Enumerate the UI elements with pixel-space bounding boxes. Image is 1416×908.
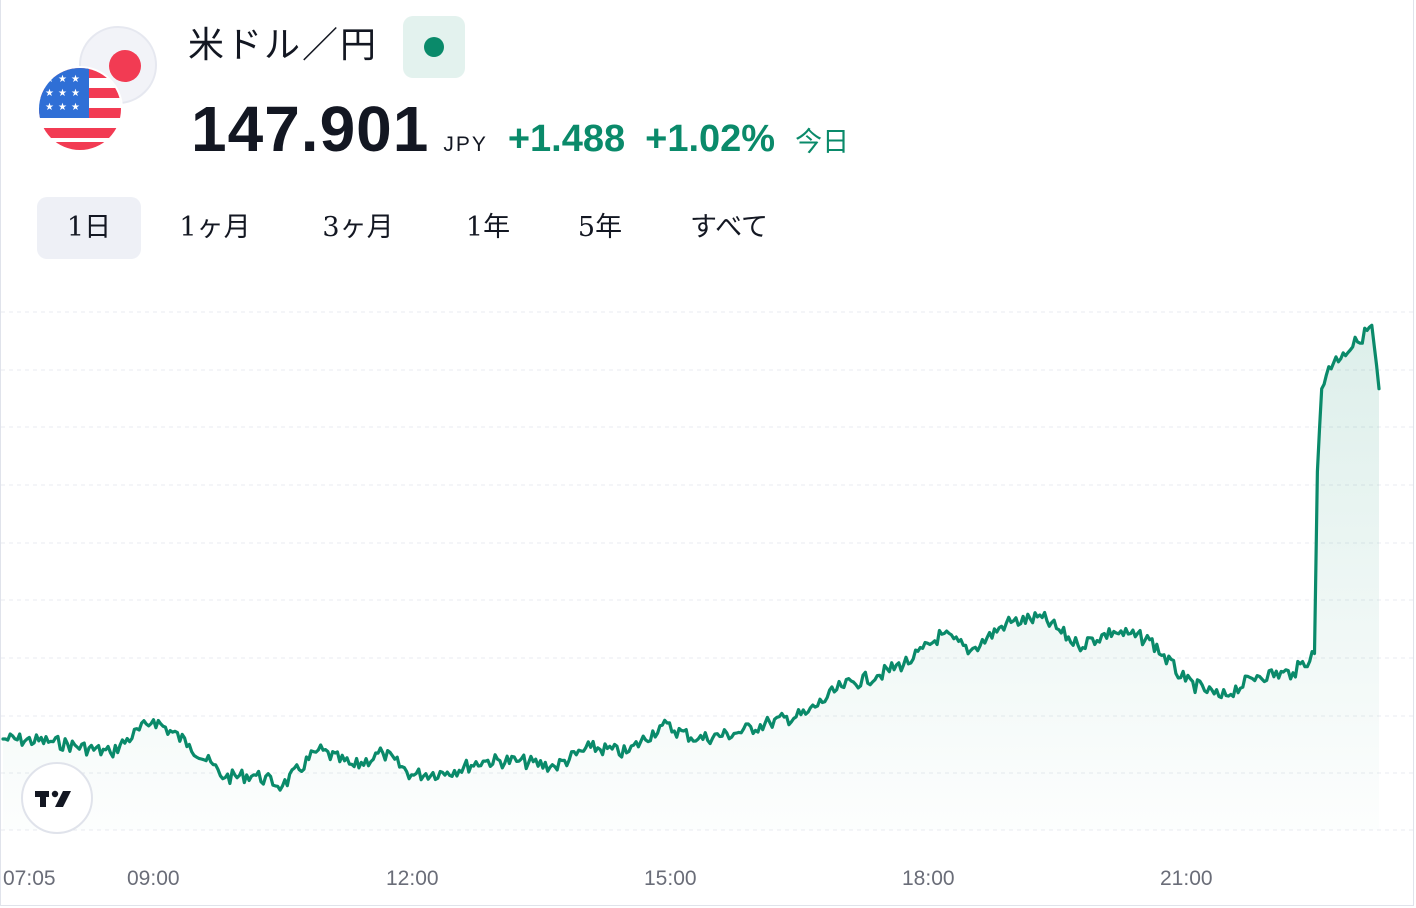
x-tick-label: 21:00: [1160, 867, 1213, 890]
x-tick-label: 09:00: [127, 867, 180, 890]
x-tick-label: 15:00: [644, 867, 697, 890]
price-area-fill: [3, 325, 1379, 830]
svg-text:★: ★: [71, 88, 80, 99]
price-line: [1, 323, 1381, 792]
x-tick-label: 07:05: [3, 867, 56, 890]
currency-pair-flags: ★ ★ ★ ★ ★ ★ ★ ★ ★: [37, 26, 167, 156]
svg-text:★: ★: [45, 88, 54, 99]
price-change: +1.488: [507, 118, 626, 160]
market-open-dot-icon: [424, 37, 444, 57]
japan-flag-sun: [109, 50, 141, 82]
svg-text:★: ★: [45, 102, 54, 113]
svg-text:★: ★: [58, 74, 67, 85]
svg-text:★: ★: [58, 88, 67, 99]
tab-1m[interactable]: 1ヶ月: [179, 212, 251, 243]
change-period: 今日: [795, 127, 850, 158]
market-status-indicator[interactable]: [403, 16, 465, 78]
price-row: 147.901 JPY +1.488 +1.02% 今日: [191, 92, 849, 172]
tab-5y[interactable]: 5年: [577, 212, 623, 243]
price-change-percent: +1.02%: [645, 118, 776, 160]
last-price: 147.901: [191, 93, 430, 165]
tab-all[interactable]: すべて: [689, 212, 769, 243]
tradingview-logo-icon[interactable]: [21, 762, 93, 834]
tab-1y[interactable]: 1年: [465, 212, 511, 243]
svg-text:★: ★: [58, 102, 67, 113]
time-axis: 07:05 09:00 12:00 15:00 18:00 21:00: [3, 867, 1213, 890]
tab-3m[interactable]: 3ヶ月: [322, 212, 394, 243]
svg-text:★: ★: [71, 74, 80, 85]
x-tick-label: 18:00: [902, 867, 955, 890]
currency-code: JPY: [443, 133, 488, 156]
symbol-title[interactable]: 米ドル／円: [188, 25, 379, 66]
x-tick-label: 12:00: [386, 867, 439, 890]
svg-text:★: ★: [71, 102, 80, 113]
tab-1d[interactable]: 1日: [37, 197, 141, 259]
